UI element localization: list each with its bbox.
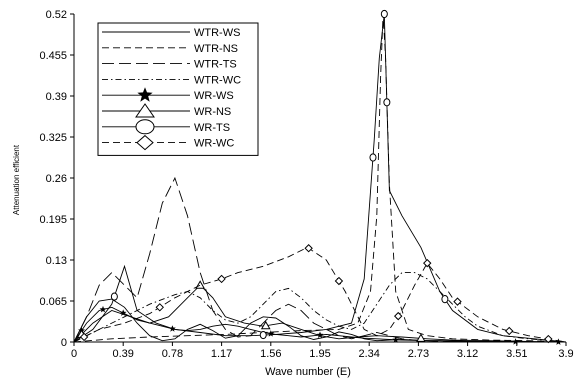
legend-label: WR-WS bbox=[194, 90, 234, 102]
data-point-circle bbox=[383, 98, 391, 107]
plot-area bbox=[73, 9, 567, 345]
y-tick-label: 0.26 bbox=[46, 173, 67, 185]
y-tick-label: 0.13 bbox=[46, 255, 67, 267]
x-tick-label: 2.73 bbox=[408, 348, 429, 360]
y-tick-label: 0.325 bbox=[39, 132, 67, 144]
legend-marker-circle bbox=[135, 119, 155, 135]
series-line bbox=[73, 306, 566, 343]
data-point-star bbox=[99, 305, 107, 313]
x-tick-label: 1.56 bbox=[260, 348, 281, 360]
x-tick-label: 1.95 bbox=[309, 348, 330, 360]
legend-item: WR-WS bbox=[102, 87, 234, 102]
data-point-diamond bbox=[394, 311, 403, 321]
data-point-circle bbox=[380, 9, 388, 19]
legend-item: WR-TS bbox=[102, 119, 230, 135]
series-wtr-ns bbox=[73, 13, 567, 343]
series-wr-ts bbox=[73, 9, 567, 343]
series-wr-wc bbox=[73, 244, 567, 344]
series-wtr-wc bbox=[73, 272, 567, 343]
series-line bbox=[73, 13, 567, 343]
legend-label: WR-NS bbox=[194, 106, 231, 118]
x-tick-label: 3.12 bbox=[457, 348, 478, 360]
legend-item: WR-NS bbox=[102, 103, 231, 118]
x-axis-label: Wave number (E) bbox=[265, 366, 351, 378]
x-tick-label: 3.9 bbox=[558, 348, 573, 360]
legend-label: WTR-NS bbox=[194, 43, 238, 55]
legend-label: WTR-WC bbox=[194, 74, 241, 86]
x-tick-label: 1.17 bbox=[211, 348, 232, 360]
series-line bbox=[73, 13, 567, 343]
y-tick-label: 0.52 bbox=[46, 9, 67, 21]
legend-marker-diamond bbox=[136, 134, 154, 151]
series-line bbox=[73, 246, 567, 343]
data-point-circle bbox=[369, 153, 377, 162]
y-tick-label: 0 bbox=[61, 337, 67, 349]
data-point-star bbox=[392, 336, 400, 343]
x-tick-label: 3.51 bbox=[506, 348, 527, 360]
data-point-diamond bbox=[423, 258, 432, 268]
series-wr-ws bbox=[73, 305, 566, 345]
y-tick-label: 0.455 bbox=[39, 50, 67, 62]
x-tick-label: 0.39 bbox=[112, 348, 133, 360]
y-axis-label: Attenuation efficient bbox=[12, 144, 21, 215]
legend-item: WTR-NS bbox=[102, 43, 238, 55]
data-point-circle bbox=[110, 292, 118, 301]
legend-marker-star bbox=[137, 87, 153, 102]
x-tick-label: 2.34 bbox=[358, 348, 379, 360]
legend-item: WTR-TS bbox=[102, 59, 237, 71]
data-point-triangle bbox=[260, 320, 271, 330]
data-point-diamond bbox=[334, 276, 344, 286]
data-point-triangle bbox=[416, 333, 426, 342]
series-line bbox=[73, 272, 567, 343]
data-point-diamond bbox=[544, 334, 553, 344]
x-tick-label: 0.78 bbox=[162, 348, 183, 360]
legend-item: WR-WC bbox=[102, 134, 234, 151]
data-point-circle bbox=[259, 330, 267, 340]
legend-label: WR-WC bbox=[194, 138, 234, 150]
data-point-circle bbox=[441, 295, 449, 304]
legend-marker-triangle bbox=[135, 103, 155, 118]
legend: WTR-WS WTR-NS WTR-TS WTR-WC WR-WS WR-NS WR-TS W… bbox=[97, 22, 259, 156]
y-tick-label: 0.39 bbox=[46, 91, 67, 103]
axes: 0 0.39 0.78 1.17 1.56 1.95 2.34 2.73 3.12 3.51 3.9… bbox=[39, 9, 573, 360]
legend-box bbox=[97, 22, 259, 156]
data-point-diamond bbox=[505, 326, 514, 336]
y-tick-label: 0.195 bbox=[39, 214, 67, 226]
legend-item: WTR-WC bbox=[102, 74, 241, 86]
data-point-diamond bbox=[79, 332, 89, 342]
data-point-diamond bbox=[217, 274, 226, 284]
legend-label: WTR-TS bbox=[194, 59, 237, 71]
data-point-star bbox=[119, 309, 127, 316]
y-tick-label: 0.065 bbox=[39, 296, 67, 308]
legend-item: WTR-WS bbox=[102, 27, 240, 39]
data-point-diamond bbox=[453, 297, 462, 306]
data-point-star bbox=[267, 330, 275, 337]
legend-label: WR-TS bbox=[194, 122, 230, 134]
series-line bbox=[73, 284, 567, 343]
data-point-diamond bbox=[155, 303, 164, 312]
x-tick-label: 0 bbox=[71, 348, 77, 360]
data-point-diamond bbox=[304, 244, 313, 253]
legend-label: WTR-WS bbox=[194, 27, 240, 39]
data-point-star bbox=[316, 331, 324, 338]
